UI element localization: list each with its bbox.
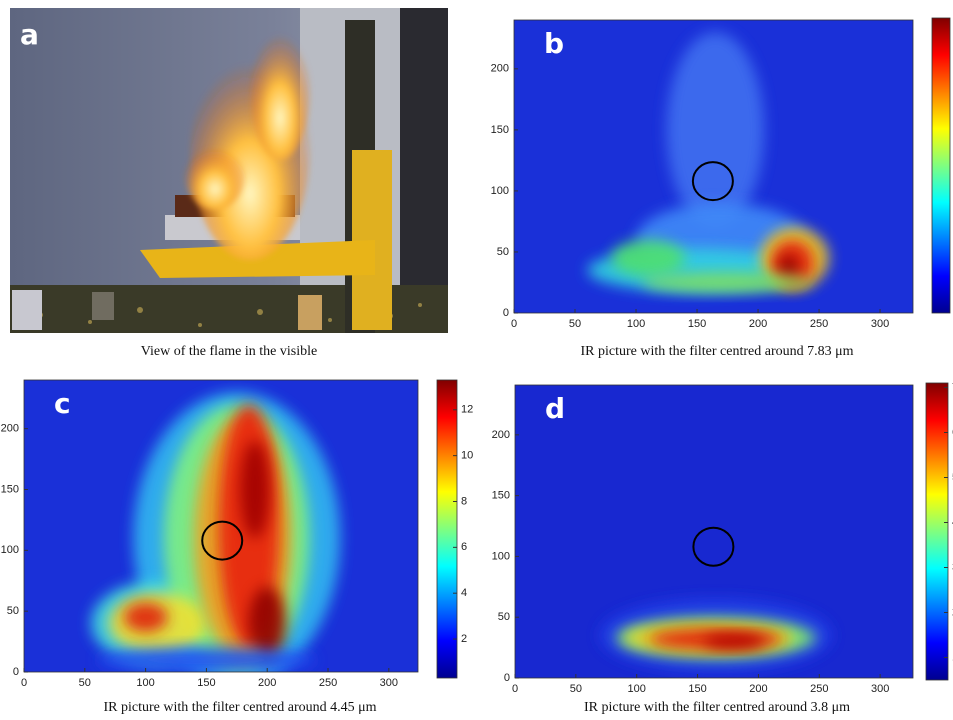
x-tick-label: 200 — [258, 677, 276, 689]
x-tick-label: 100 — [136, 677, 154, 689]
x-tick-label: 50 — [79, 677, 91, 689]
heat-blob — [778, 254, 799, 279]
heat-blob — [703, 634, 765, 649]
x-tick-label: 50 — [570, 683, 582, 695]
heat-blob — [642, 272, 813, 293]
x-tick-label: 150 — [688, 683, 706, 695]
colorbar-tick-label: 12 — [461, 404, 473, 416]
reference-circle — [201, 520, 244, 561]
y-tick-label: 50 — [7, 605, 19, 617]
heatmap — [515, 385, 913, 678]
x-tick-label: 300 — [380, 677, 398, 689]
panel-caption: IR picture with the filter centred aroun… — [103, 700, 376, 715]
x-tick-label: 250 — [319, 677, 337, 689]
x-tick-label: 0 — [21, 677, 27, 689]
panel-caption: IR picture with the filter centred aroun… — [580, 344, 853, 359]
heat-blob — [666, 32, 765, 228]
colorbar — [931, 17, 951, 314]
y-tick-label: 100 — [492, 550, 510, 562]
heat-blob — [240, 440, 270, 539]
colorbar — [436, 379, 458, 679]
colorbar-tick-label: 6 — [461, 541, 467, 553]
y-tick-label: 150 — [491, 124, 509, 136]
heatmap — [24, 380, 418, 672]
panel-label: d — [545, 392, 565, 425]
colorbar-tick-label: 4 — [461, 587, 467, 599]
colorbar-tick-label: 10 — [461, 450, 473, 462]
x-tick-label: 150 — [197, 677, 215, 689]
heatmap — [514, 20, 913, 313]
y-tick-label: 100 — [1, 544, 19, 556]
x-tick-label: 200 — [749, 683, 767, 695]
heat-blob — [248, 586, 286, 660]
reference-circle — [691, 161, 734, 202]
panel-caption: IR picture with the filter centred aroun… — [584, 700, 850, 715]
colorbar-tick-label: 2 — [461, 633, 467, 645]
axes-frame — [513, 19, 914, 314]
x-tick-label: 100 — [627, 318, 645, 330]
panel-caption: View of the flame in the visible — [141, 344, 317, 359]
y-tick-label: 150 — [492, 490, 510, 502]
y-tick-label: 50 — [497, 246, 509, 258]
y-tick-label: 0 — [503, 307, 509, 319]
y-tick-label: 200 — [491, 63, 509, 75]
colorbar — [925, 382, 949, 681]
x-tick-label: 250 — [810, 683, 828, 695]
heat-blob — [123, 602, 168, 632]
panel-label: a — [20, 18, 39, 51]
y-tick-label: 0 — [13, 666, 19, 678]
x-tick-label: 300 — [871, 318, 889, 330]
reference-circle — [692, 526, 735, 567]
y-tick-label: 50 — [498, 611, 510, 623]
x-tick-label: 0 — [511, 318, 517, 330]
x-tick-label: 100 — [628, 683, 646, 695]
heat-blob — [611, 239, 685, 277]
y-tick-label: 150 — [1, 483, 19, 495]
y-tick-label: 0 — [504, 672, 510, 684]
panel-label: b — [544, 27, 564, 60]
x-tick-label: 0 — [512, 683, 518, 695]
photo — [10, 8, 448, 333]
axes-frame — [23, 379, 419, 673]
y-tick-label: 200 — [492, 429, 510, 441]
heat-blob — [96, 647, 316, 672]
colorbar-tick-label: 8 — [461, 495, 467, 507]
axes-frame — [514, 384, 914, 679]
x-tick-label: 50 — [569, 318, 581, 330]
x-tick-label: 250 — [810, 318, 828, 330]
x-tick-label: 300 — [871, 683, 889, 695]
panel-label: c — [54, 387, 71, 420]
y-tick-label: 100 — [491, 185, 509, 197]
x-tick-label: 200 — [749, 318, 767, 330]
y-tick-label: 200 — [1, 423, 19, 435]
x-tick-label: 150 — [688, 318, 706, 330]
